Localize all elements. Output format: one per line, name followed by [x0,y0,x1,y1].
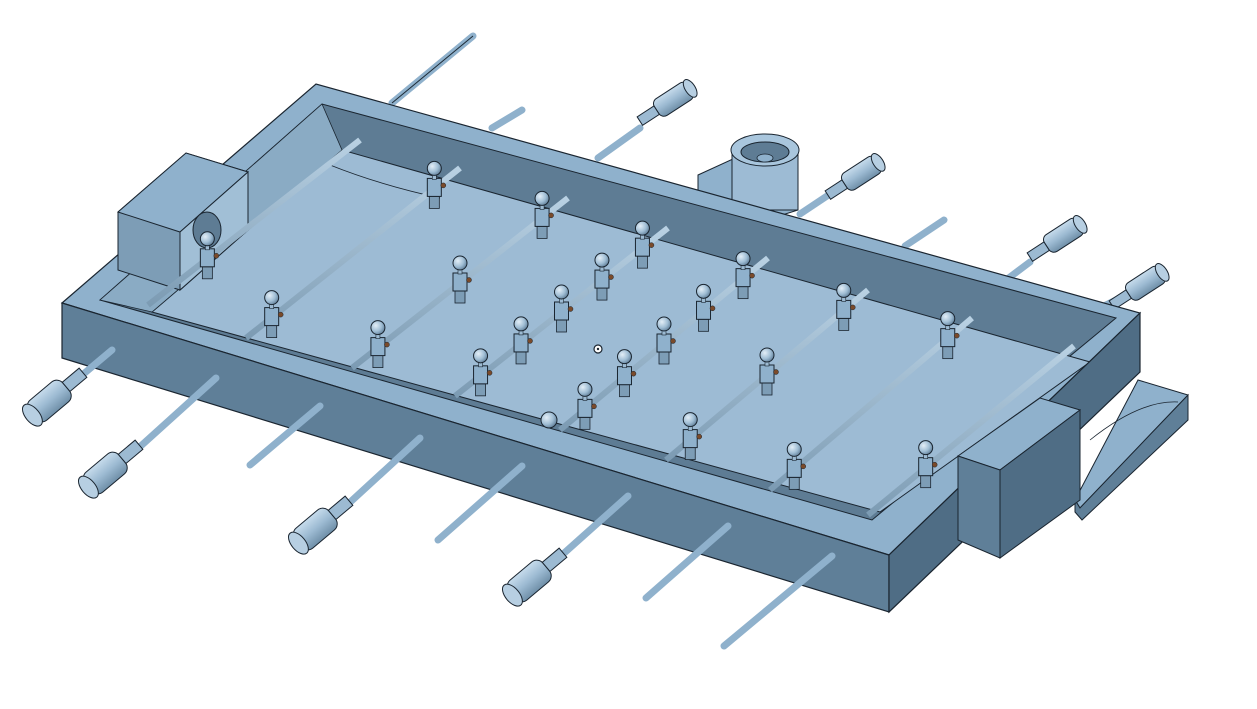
player-figure [836,282,856,331]
player-figure [786,441,806,490]
player-figure [656,316,676,365]
ball [540,411,558,429]
player-figure [682,412,702,461]
player-figure [577,381,597,430]
goal-box-right [956,379,1189,559]
player-figure [940,311,960,360]
player-figure [370,320,390,369]
player-figure [264,290,284,339]
near-handles [21,367,568,607]
player-figure [199,231,220,280]
table-frame [60,83,1142,614]
player-figure [759,347,779,396]
far-handles [636,79,1170,310]
player-figure [616,349,637,398]
player-figure [735,251,755,300]
player-figure [534,190,554,239]
player-figure [696,283,716,332]
player-figure [452,255,472,304]
player-figure [554,284,574,333]
players [199,160,960,490]
player-figure [473,348,493,397]
player-figure [918,440,938,489]
player-figure [513,316,533,365]
player-figure [594,252,614,301]
player-figure [634,220,655,269]
player-figure [426,160,447,209]
